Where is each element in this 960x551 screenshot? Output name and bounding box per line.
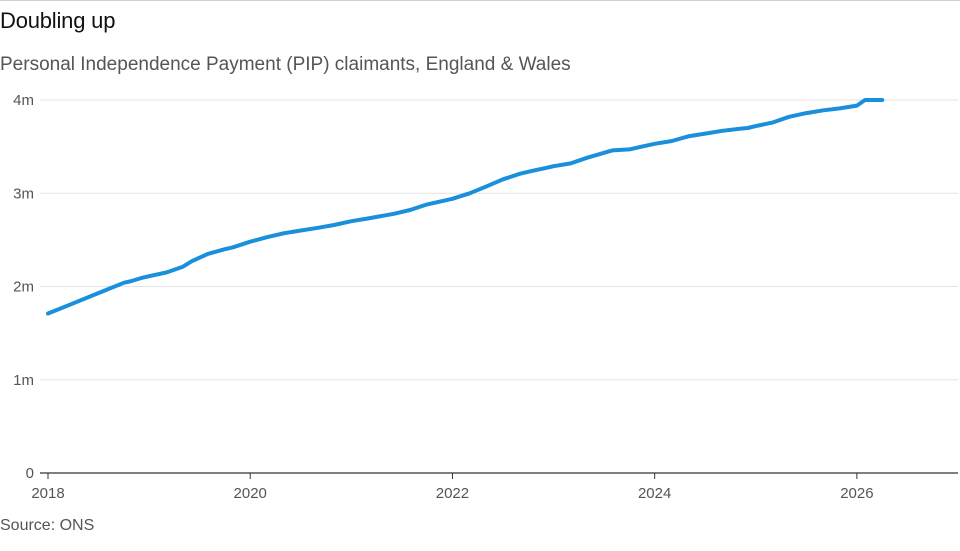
x-tick-label: 2022 <box>436 485 469 502</box>
x-tick-label: 2026 <box>840 485 873 502</box>
x-tick-label: 2024 <box>638 485 671 502</box>
series-line <box>46 98 885 316</box>
y-tick-label: 0 <box>26 465 34 482</box>
x-tick-label: 2018 <box>31 485 64 502</box>
y-axis-tick-labels: 0 1m 2m 3m 4m <box>13 92 34 482</box>
x-axis: 2018 2020 2022 2024 2026 <box>31 472 958 502</box>
gridlines <box>40 99 958 381</box>
y-tick-label: 3m <box>13 185 34 202</box>
x-tick-label: 2020 <box>234 485 267 502</box>
y-tick-label: 1m <box>13 372 34 389</box>
chart-subtitle: Personal Independence Payment (PIP) clai… <box>0 54 571 75</box>
series-layer <box>46 98 885 316</box>
source-note: Source: ONS <box>0 517 95 534</box>
chart-title: Doubling up <box>0 8 116 33</box>
y-tick-label: 4m <box>13 92 34 109</box>
y-tick-label: 2m <box>13 279 34 296</box>
top-rule <box>0 0 960 1</box>
